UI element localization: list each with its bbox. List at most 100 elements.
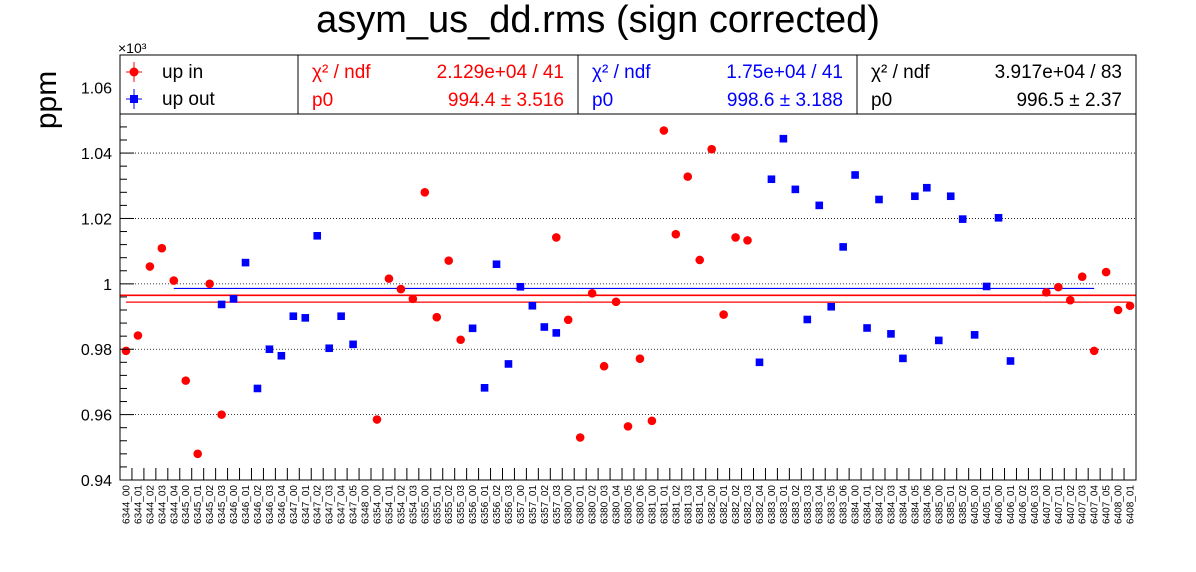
x-tick-label: 6344_04 [169,485,180,524]
data-point [934,336,943,345]
data-point [301,314,310,322]
x-tick-label: 6356_02 [492,485,503,524]
data-point [1042,288,1051,297]
x-tick-label: 6380_06 [635,485,646,524]
x-tick-label: 6408_01 [1126,485,1137,524]
data-point [444,256,454,265]
chi2-value: 3.917e+04 / 83 [995,62,1122,83]
x-tick-label: 6357_00 [516,485,527,524]
data-point [946,192,955,201]
data-point [695,255,705,265]
data-point [863,324,871,332]
x-tick-label: 6354_00 [372,485,383,524]
x-tick-label: 6344_00 [121,485,132,524]
data-point [635,354,645,364]
x-tick-label: 6381_01 [659,485,670,524]
data-point [1006,357,1015,365]
data-point [372,415,382,424]
data-point [1089,346,1099,356]
p0-label: p0 [592,90,613,111]
data-point [133,331,143,340]
x-tick-label: 6356_00 [468,485,479,524]
x-tick-label: 6381_04 [695,485,706,524]
legend-marker-square [130,95,138,103]
data-point [623,422,633,431]
x-tick-label: 6407_01 [1054,485,1065,524]
data-point [611,297,621,307]
stats-frame [856,54,1137,115]
data-point [241,258,250,267]
x-tick-label: 6357_02 [540,485,551,524]
data-point [552,329,561,337]
legend-marker-circle [129,67,139,77]
chart-title: asym_us_dd.rms (sign corrected) [316,0,880,41]
x-tick-label: 6348_00 [361,485,372,524]
data-point [563,315,573,325]
data-point [289,312,298,321]
p0-value: 998.6 ± 3.188 [727,90,843,111]
x-tick-label: 6384_05 [910,485,921,524]
data-point [1113,305,1123,315]
data-point [851,171,859,179]
data-point [277,351,286,360]
x-tick-label: 6356_01 [480,485,491,524]
x-tick-label: 6380_02 [588,485,599,524]
data-point [1054,282,1063,292]
x-tick-label: 6382_04 [755,485,766,524]
data-point [157,243,167,253]
x-tick-label: 6383_00 [767,485,778,524]
data-point [599,361,609,371]
data-point [253,384,262,393]
data-point [1125,301,1135,311]
data-point [587,289,597,298]
data-point [803,315,812,324]
data-point [217,410,226,419]
x-tick-label: 6384_03 [886,485,897,524]
x-tick-label: 6355_01 [432,485,443,524]
x-tick-label: 6347_03 [325,485,336,524]
data-point [719,310,728,319]
x-tick-label: 6357_03 [552,485,563,524]
data-point [815,201,824,210]
data-point [480,384,489,392]
fit-stats-box: χ² / ndf 3.917e+04 / 83 p0 996.5 ± 2.37 [856,54,1137,115]
data-point [982,282,991,291]
y-axis: 0.94 0.96 0.98 1 1.02 1.04 1.06 [81,61,134,490]
x-tick-label: 6405_00 [970,485,981,524]
data-point [193,449,202,459]
x-tick-label: 6380_05 [624,485,635,524]
x-tick-label: 6380_04 [612,485,623,524]
fit-stats-box: χ² / ndf 2.129e+04 / 41 p0 994.4 ± 3.516 [297,54,579,115]
legend-label-up-in: up in [162,62,203,83]
p0-value: 994.4 ± 3.516 [448,90,564,111]
x-tick-label: 6347_01 [301,485,312,524]
data-point [540,323,549,331]
data-point [767,175,776,184]
plot-frame [119,54,1137,481]
x-tick-label: 6345_03 [217,485,228,524]
x-tick-label: 6346_00 [229,485,240,524]
x-tick-label: 6383_06 [839,485,850,524]
x-tick-label: 6385_00 [934,485,945,524]
data-point [911,192,919,201]
x-tick-label: 6354_01 [384,485,395,524]
x-tick-label: 6383_02 [791,485,802,524]
x-tick-label: 6356_03 [504,485,515,524]
x-tick-label: 6357_01 [528,485,539,524]
x-tick-label: 6381_00 [647,485,658,524]
data-point [875,195,883,204]
x-tick-label: 6383_01 [779,485,790,524]
x-tick-label: 6383_04 [815,485,826,524]
data-point [432,312,442,322]
fit-stats-box: χ² / ndf 1.75e+04 / 41 p0 998.6 ± 3.188 [577,54,858,115]
x-tick-label: 6384_06 [922,485,933,524]
data-point [659,126,669,135]
data-point [551,233,561,242]
legend-entry-up-out: up out [126,89,216,110]
x-tick-label: 6384_01 [863,485,874,524]
x-tick-label: 6355_03 [456,485,467,524]
x-tick-label: 6347_05 [349,485,360,524]
data-point [779,134,788,143]
data-point [707,144,716,154]
